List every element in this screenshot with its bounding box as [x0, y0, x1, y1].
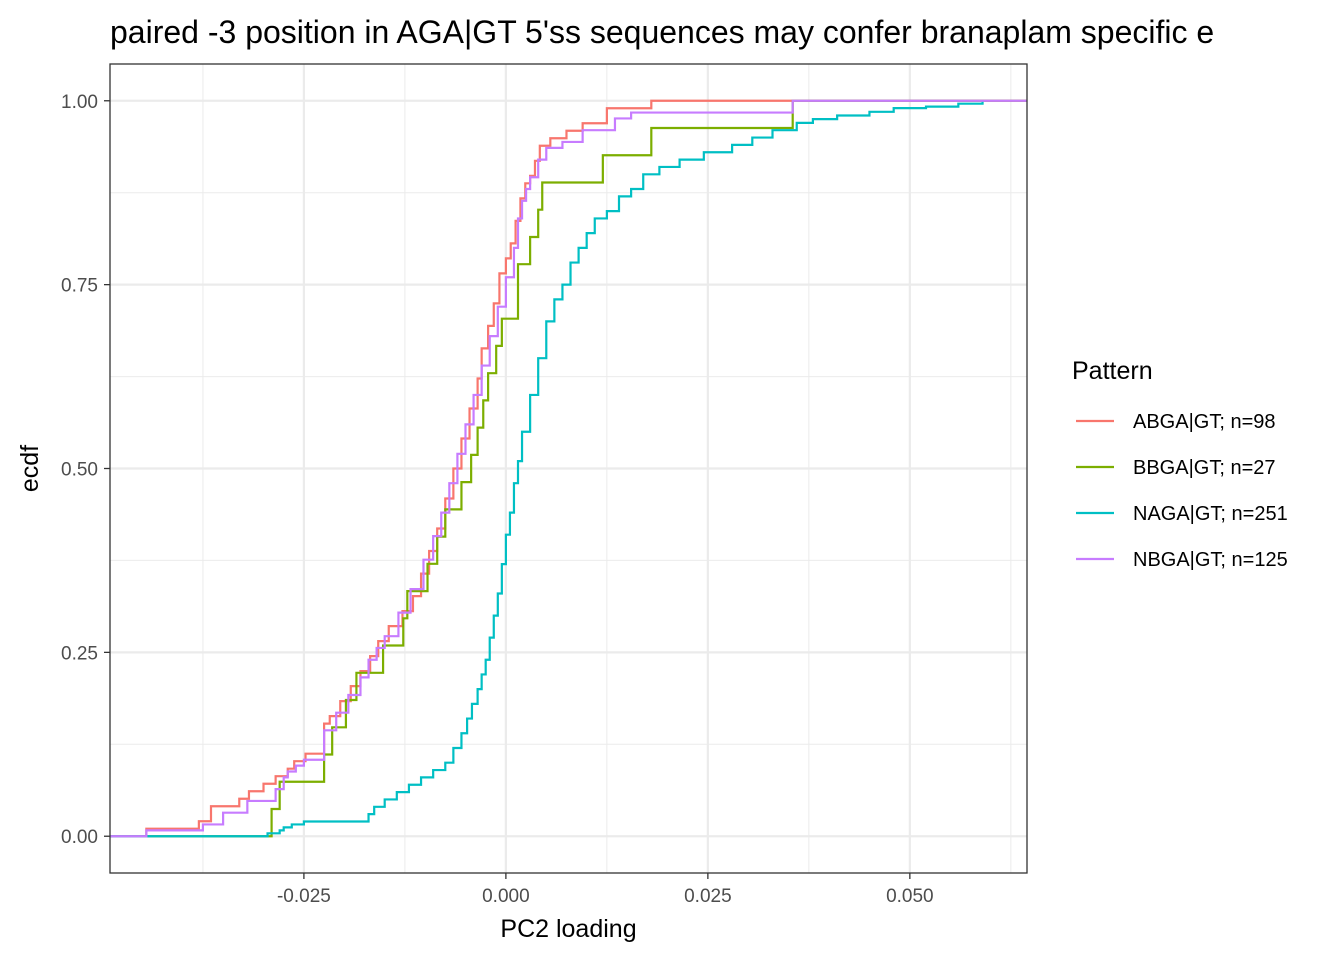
- ecdf-line-naga: [110, 100, 984, 838]
- ecdf-line-bbga: [110, 99, 1027, 838]
- x-axis: -0.025 0.000 0.025 0.050: [277, 873, 934, 907]
- legend-title: Pattern: [1072, 357, 1153, 385]
- x-tick-label: -0.025: [277, 886, 331, 907]
- legend-label: NAGA|GT; n=251: [1133, 503, 1288, 525]
- x-tick-label: 0.000: [482, 886, 530, 907]
- x-tick-label: 0.050: [886, 886, 934, 907]
- y-tick-label: 0.50: [61, 460, 98, 481]
- legend-items: ABGA|GT; n=98 BBGA|GT; n=27 NAGA|GT; n=251…: [1076, 411, 1288, 571]
- y-tick-label: 0.75: [61, 276, 98, 297]
- y-tick-label: 1.00: [61, 92, 98, 113]
- legend-label: NBGA|GT; n=125: [1133, 549, 1288, 571]
- y-axis: 0.00 0.25 0.50 0.75 1.00: [61, 92, 110, 848]
- y-tick-label: 0.00: [61, 827, 98, 848]
- legend: Pattern ABGA|GT; n=98 BBGA|GT; n=27 NAGA|G…: [1072, 357, 1288, 571]
- series-layer: [110, 99, 1027, 838]
- chart-title: paired -3 position in AGA|GT 5'ss sequen…: [110, 14, 1214, 50]
- legend-label: BBGA|GT; n=27: [1133, 457, 1276, 479]
- plot-panel: [109, 63, 1028, 874]
- x-axis-title: PC2 loading: [500, 915, 636, 943]
- ecdf-line-nbga: [110, 99, 1027, 838]
- y-axis-title: ecdf: [16, 445, 44, 492]
- x-tick-label: 0.025: [684, 886, 732, 907]
- legend-label: ABGA|GT; n=98: [1133, 411, 1276, 433]
- y-tick-label: 0.25: [61, 643, 98, 664]
- major-gridlines: [110, 64, 1027, 873]
